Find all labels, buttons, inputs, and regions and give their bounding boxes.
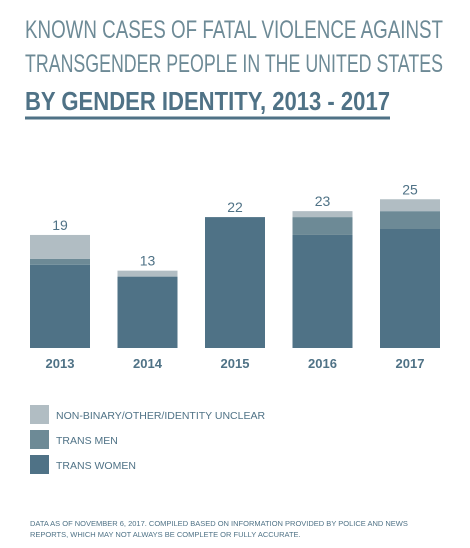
total-label: 25 <box>402 181 418 197</box>
legend-swatch <box>30 405 49 424</box>
legend-swatch <box>30 430 49 449</box>
x-tick-label: 2017 <box>396 356 425 371</box>
footnote: REPORTS, WHICH MAY NOT ALWAYS BE COMPLET… <box>30 530 301 539</box>
footnote: DATA AS OF NOVEMBER 6, 2017. COMPILED BA… <box>30 519 408 528</box>
legend-label: TRANS WOMEN <box>56 460 136 472</box>
bar-segment <box>30 264 90 348</box>
total-label: 19 <box>52 217 68 233</box>
x-tick-label: 2013 <box>46 356 75 371</box>
bar-segment <box>292 211 353 218</box>
total-label: 22 <box>227 199 243 215</box>
legend-swatch <box>30 455 49 474</box>
bar-segment <box>292 234 353 348</box>
bar-segment <box>117 276 178 348</box>
bar-segment <box>117 270 178 277</box>
bar-segment <box>380 211 440 229</box>
bar-segment <box>380 229 440 348</box>
x-tick-label: 2016 <box>308 356 337 371</box>
bar-segment <box>30 258 90 265</box>
chart-title: TRANSGENDER PEOPLE IN THE UNITED STATES <box>25 50 443 78</box>
chart-title: KNOWN CASES OF FATAL VIOLENCE AGAINST <box>25 16 443 44</box>
x-tick-label: 2015 <box>221 356 250 371</box>
total-label: 13 <box>140 253 156 269</box>
total-label: 23 <box>315 193 331 209</box>
bar-segment <box>30 234 90 259</box>
bar-segment <box>380 199 440 212</box>
bar-segment <box>205 217 265 348</box>
legend-label: NON-BINARY/OTHER/IDENTITY UNCLEAR <box>56 410 265 422</box>
x-tick-label: 2014 <box>133 356 163 371</box>
bar-segment <box>292 217 353 235</box>
chart-subtitle: BY GENDER IDENTITY, 2013 - 2017 <box>25 86 390 116</box>
legend-label: TRANS MEN <box>56 435 118 447</box>
